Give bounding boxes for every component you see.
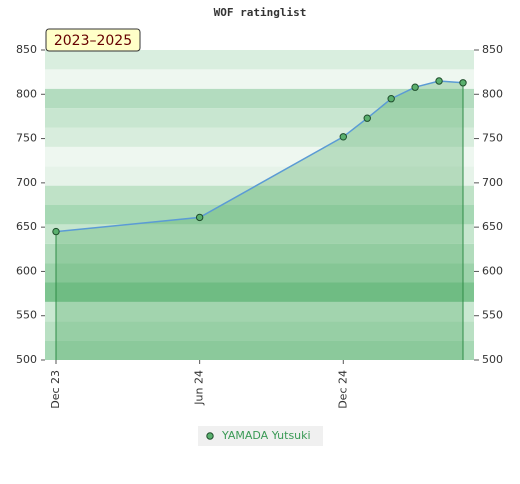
plot xyxy=(52,77,467,360)
y-tick-label: 500 xyxy=(16,353,37,366)
x-tick-label: Dec 23 xyxy=(49,370,62,409)
y-tick-label: 550 xyxy=(16,309,37,322)
y2-tick-label: 850 xyxy=(482,43,503,56)
y2-tick-label: 600 xyxy=(482,264,503,277)
y-tick-label: 700 xyxy=(16,176,37,189)
stripe xyxy=(45,127,474,147)
point xyxy=(435,77,443,85)
y2-tick-label: 550 xyxy=(482,309,503,322)
point xyxy=(363,114,371,122)
stripe xyxy=(45,321,474,341)
y2-tick-label: 700 xyxy=(482,176,503,189)
y-tick-label: 800 xyxy=(16,87,37,100)
stripe xyxy=(45,69,474,89)
y2-tick-label: 750 xyxy=(482,132,503,145)
stripe xyxy=(45,205,474,225)
point xyxy=(339,133,347,141)
point xyxy=(387,95,395,103)
stripe xyxy=(45,88,474,109)
line xyxy=(55,80,464,233)
stripe xyxy=(45,282,474,302)
y2-tick-label: 500 xyxy=(482,353,503,366)
plot-background xyxy=(45,50,474,360)
badge: 2023–2025 xyxy=(54,33,132,49)
stripe xyxy=(45,263,474,283)
area xyxy=(56,81,463,360)
stripe xyxy=(45,224,474,244)
x-tick-label: Jun 24 xyxy=(193,370,206,406)
chart-title: WOF ratinglist xyxy=(214,6,307,19)
stripe xyxy=(45,185,474,205)
point xyxy=(411,83,419,91)
legend-label: YAMADA Yutsuki xyxy=(221,429,311,442)
y2-tick-label: 800 xyxy=(482,87,503,100)
x-tick-label: Dec 24 xyxy=(336,370,349,409)
stripe xyxy=(45,301,474,322)
stripe xyxy=(45,243,474,264)
y-tick-label: 600 xyxy=(16,264,37,277)
y2-tick-label: 650 xyxy=(482,220,503,233)
stripe xyxy=(45,50,474,70)
y-tick-label: 650 xyxy=(16,220,37,233)
point xyxy=(52,227,60,236)
badge-box xyxy=(45,28,141,52)
legend-box xyxy=(198,426,323,446)
stripe xyxy=(45,166,474,186)
stripe xyxy=(45,146,474,167)
legend-marker xyxy=(206,432,214,440)
stripe xyxy=(45,108,474,128)
stripe xyxy=(45,340,474,360)
y-tick-label: 750 xyxy=(16,132,37,145)
point xyxy=(195,213,204,222)
point xyxy=(459,79,467,87)
y-tick-label: 850 xyxy=(16,43,37,56)
